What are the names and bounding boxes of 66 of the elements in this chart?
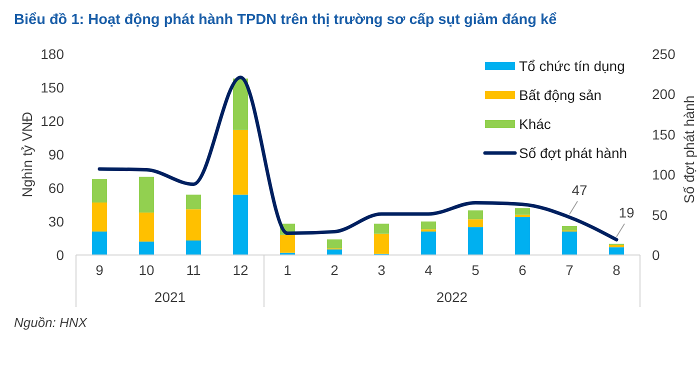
text: Nguồn: HNX xyxy=(14,315,88,330)
bar xyxy=(562,232,578,255)
bar xyxy=(92,232,108,255)
x-tick-label: 10 xyxy=(138,262,154,278)
y2-axis-title: Số đợt phát hành xyxy=(681,95,697,204)
bar xyxy=(468,219,484,228)
y2-tick-label: 100 xyxy=(652,166,676,183)
y2-tick-label: 200 xyxy=(652,86,676,102)
bar xyxy=(468,227,484,255)
bar xyxy=(420,232,436,255)
y-tick-label: 0 xyxy=(56,247,64,263)
chart-title: Biểu đồ 1: Hoạt động phát hành TPDN trên thị trường sơ cấp sụt giảm đáng kể xyxy=(14,12,557,28)
bar xyxy=(186,209,202,240)
bar xyxy=(514,208,530,215)
y-tick-label: 90 xyxy=(48,146,64,162)
y2-tick-label: 150 xyxy=(652,126,676,142)
bar xyxy=(138,176,154,213)
x-tick-label: 2 xyxy=(330,262,339,278)
bar xyxy=(326,239,342,248)
bar xyxy=(468,210,484,220)
legend-label: Tổ chức tín dụng xyxy=(519,58,625,74)
x-tick-label: 8 xyxy=(612,262,621,278)
text: 2022 xyxy=(436,289,468,305)
y-tick-label: 150 xyxy=(40,80,64,96)
bar xyxy=(186,240,202,255)
bar xyxy=(232,130,248,195)
bar xyxy=(186,194,202,210)
y-tick-label: 60 xyxy=(48,180,64,196)
y-tick-label: 120 xyxy=(40,113,64,129)
bar xyxy=(420,229,436,232)
x-tick-label: 12 xyxy=(232,262,248,278)
bar xyxy=(232,194,248,255)
bar xyxy=(562,226,578,230)
x-tick-label: 11 xyxy=(186,262,201,278)
x-tick-label: 9 xyxy=(96,262,104,278)
y2-tick-label: 0 xyxy=(652,247,660,263)
bar xyxy=(138,212,154,242)
data-label: 19 xyxy=(618,204,634,221)
data-label: 47 xyxy=(572,182,588,198)
bar xyxy=(280,234,296,253)
bar xyxy=(92,202,108,232)
bar xyxy=(420,222,436,230)
legend-label: Bất động sản xyxy=(519,87,602,103)
bar xyxy=(232,78,248,130)
x-tick-label: 5 xyxy=(472,262,480,278)
legend-label: Khác xyxy=(519,116,551,132)
bar xyxy=(514,217,530,255)
x-tick-label: 4 xyxy=(424,262,433,278)
bar xyxy=(514,214,530,218)
y-axis-title: Nghìn tỷ VNĐ xyxy=(19,112,35,198)
bar xyxy=(138,242,154,255)
x-tick-label: 1 xyxy=(284,262,292,278)
bar xyxy=(374,224,390,234)
x-tick-label: 7 xyxy=(566,262,574,278)
y2-tick-label: 250 xyxy=(652,46,676,62)
bar xyxy=(92,179,108,203)
legend-label: Số đợt phát hành xyxy=(519,145,628,161)
bar xyxy=(608,247,624,255)
y-tick-label: 30 xyxy=(48,214,64,230)
y-tick-label: 180 xyxy=(40,46,64,62)
x-tick-label: 3 xyxy=(378,262,386,278)
y2-tick-label: 50 xyxy=(652,206,668,223)
bar xyxy=(608,244,624,248)
bar xyxy=(374,234,390,254)
text: 2021 xyxy=(154,289,186,305)
x-tick-label: 6 xyxy=(518,262,527,278)
